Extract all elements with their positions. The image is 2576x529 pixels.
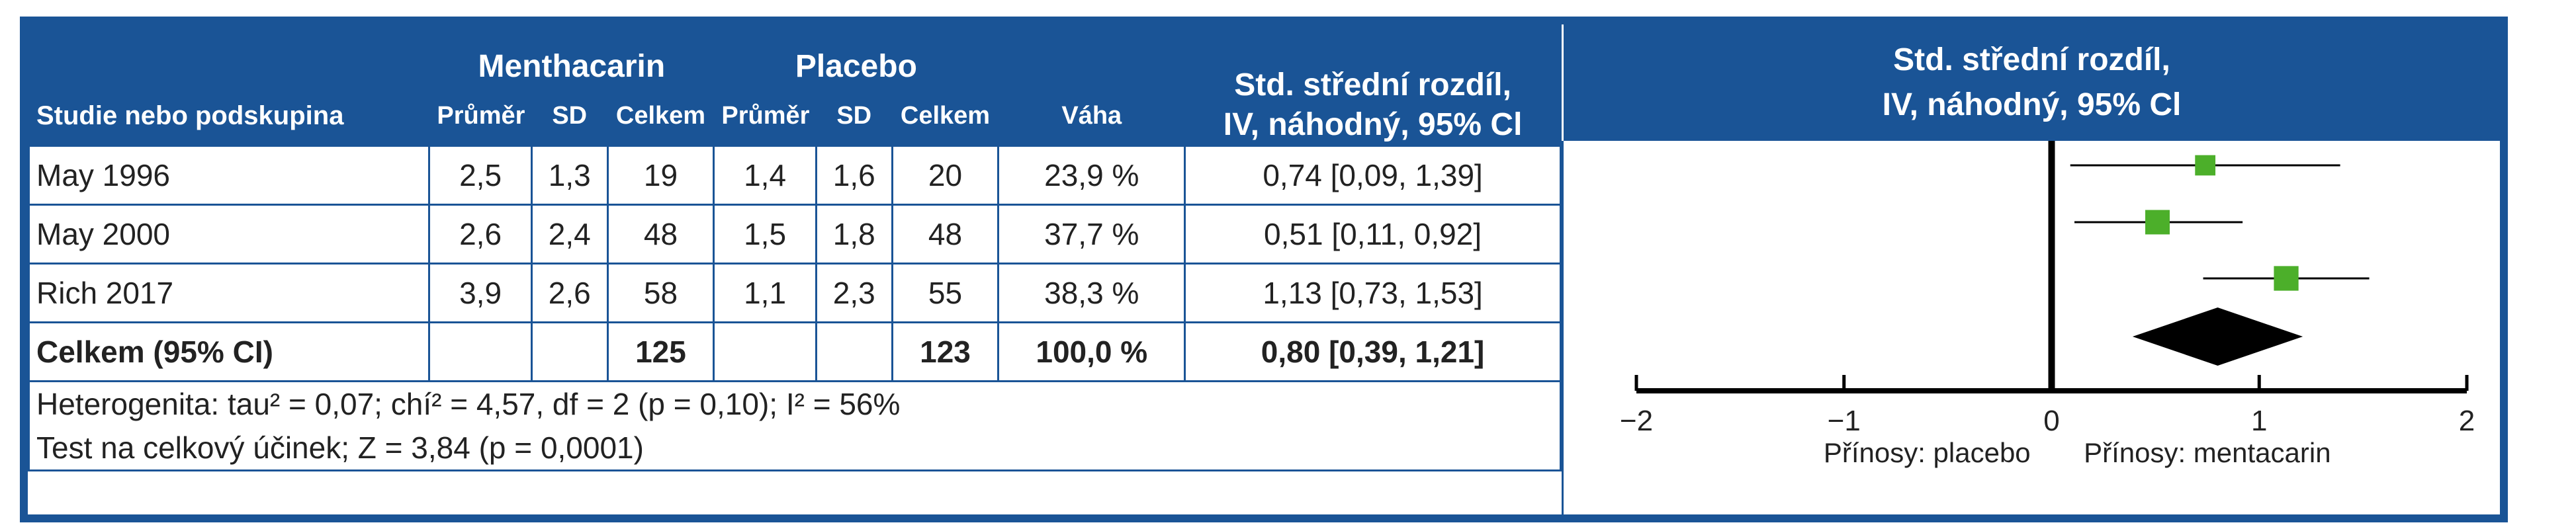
effect: 1,13 [0,73, 1,53] (1184, 263, 1562, 323)
heterogeneity-note: Heterogenita: tau² = 0,07; chí² = 4,57, … (36, 387, 901, 421)
m-mean: 2,6 (428, 204, 533, 264)
study-name: May 1996 (27, 145, 431, 206)
study-point-marker (2195, 155, 2216, 176)
total-row: Celkem (95% CI) 125 123 100,0 % 0,80 [0,… (27, 321, 1562, 382)
forest-plot-frame: Menthacarin Placebo Std. střední rozdíl,… (20, 17, 2508, 522)
m-total: 48 (606, 204, 715, 264)
notes-cell: Heterogenita: tau² = 0,07; chí² = 4,57, … (28, 380, 1562, 471)
x-tick-label: −1 (1828, 405, 1861, 437)
x-tick-label: 0 (2043, 405, 2059, 437)
study-point-marker (2145, 210, 2170, 235)
p-sd: 2,3 (815, 263, 893, 323)
header-empty (27, 24, 431, 87)
weight: 23,9 % (997, 145, 1186, 206)
total-m-total: 125 (606, 321, 715, 382)
header-group-placebo: Placebo (713, 24, 1000, 87)
total-empty (713, 321, 817, 382)
p-total: 20 (891, 145, 1000, 206)
p-mean: 1,5 (713, 204, 817, 264)
x-tick-label: 2 (2459, 405, 2475, 437)
m-total: 19 (606, 145, 715, 206)
header-m-sd: SD (530, 85, 609, 147)
study-point-marker (2274, 266, 2299, 291)
effect: 0,74 [0,09, 1,39] (1184, 145, 1562, 206)
total-empty (428, 321, 533, 382)
m-total: 58 (606, 263, 715, 323)
effect: 0,51 [0,11, 0,92] (1184, 204, 1562, 264)
total-p-total: 123 (891, 321, 1000, 382)
p-mean: 1,4 (713, 145, 817, 206)
p-sd: 1,6 (815, 145, 893, 206)
p-total: 55 (891, 263, 1000, 323)
total-effect: 0,80 [0,39, 1,21] (1184, 321, 1562, 382)
weight: 37,7 % (997, 204, 1186, 264)
header-group-menthacarin: Menthacarin (428, 24, 715, 87)
total-name: Celkem (95% CI) (27, 321, 431, 382)
forest-plot-panel: −2 −1 0 1 2 Přínosy: placebo Přínosy: mentacar… (1562, 141, 2500, 522)
forest-title-line1: Std. střední rozdíl, (1893, 42, 2170, 77)
header-row-columns: Studie nebo podskupina Průměr SD Celkem … (27, 85, 1561, 147)
x-tick-label: 1 (2251, 405, 2267, 437)
weight: 38,3 % (997, 263, 1186, 323)
total-empty (530, 321, 609, 382)
m-mean: 2,5 (428, 145, 533, 206)
forest-title-line2: IV, náhodný, 95% Cl (1882, 87, 2182, 122)
header-empty-weight (997, 24, 1186, 87)
total-empty (815, 321, 893, 382)
x-label-left: Přínosy: placebo (1824, 437, 2031, 468)
p-total: 48 (891, 204, 1000, 264)
table-row: May 2000 2,6 2,4 48 1,5 1,8 48 37,7 % 0,… (27, 204, 1562, 264)
header-weight: Váha (997, 85, 1186, 147)
pooled-diamond (2132, 307, 2303, 366)
m-mean: 3,9 (428, 263, 533, 323)
header-p-sd: SD (815, 85, 893, 147)
x-label-right: Přínosy: mentacarin (2084, 437, 2331, 468)
meta-analysis-table: Menthacarin Placebo Std. střední rozdíl,… (27, 24, 1562, 471)
m-sd: 2,6 (530, 263, 609, 323)
table-row: May 1996 2,5 1,3 19 1,4 1,6 20 23,9 % 0,… (27, 145, 1562, 206)
p-mean: 1,1 (713, 263, 817, 323)
header-effect-line1: Std. střední rozdíl, (1234, 67, 1511, 102)
notes-row: Heterogenita: tau² = 0,07; chí² = 4,57, … (28, 380, 1562, 471)
study-name: May 2000 (27, 204, 431, 264)
m-sd: 2,4 (530, 204, 609, 264)
forest-plot-svg: −2 −1 0 1 2 Přínosy: placebo Přínosy: mentacar… (1620, 141, 2475, 468)
header-effect-line2: IV, náhodný, 95% Cl (1223, 107, 1523, 142)
header-m-mean: Průměr (428, 85, 533, 147)
header-row-groups: Menthacarin Placebo Std. střední rozdíl,… (27, 24, 1562, 147)
x-tick-label: −2 (1620, 405, 1653, 437)
header-p-total: Celkem (891, 85, 1000, 147)
header-study: Studie nebo podskupina (27, 85, 431, 147)
forest-plot-title: Std. střední rozdíl, IV, náhodný, 95% Cl (1562, 24, 2500, 141)
overall-effect-note: Test na celkový účinek; Z = 3,84 (p = 0,… (36, 430, 644, 465)
header-p-mean: Průměr (713, 85, 817, 147)
total-weight: 100,0 % (997, 321, 1186, 382)
p-sd: 1,8 (815, 204, 893, 264)
header-m-total: Celkem (606, 85, 715, 147)
header-effect: Std. střední rozdíl, IV, náhodný, 95% Cl (1184, 24, 1562, 147)
m-sd: 1,3 (530, 145, 609, 206)
table-row: Rich 2017 3,9 2,6 58 1,1 2,3 55 38,3 % 1… (27, 263, 1562, 323)
study-name: Rich 2017 (27, 263, 431, 323)
